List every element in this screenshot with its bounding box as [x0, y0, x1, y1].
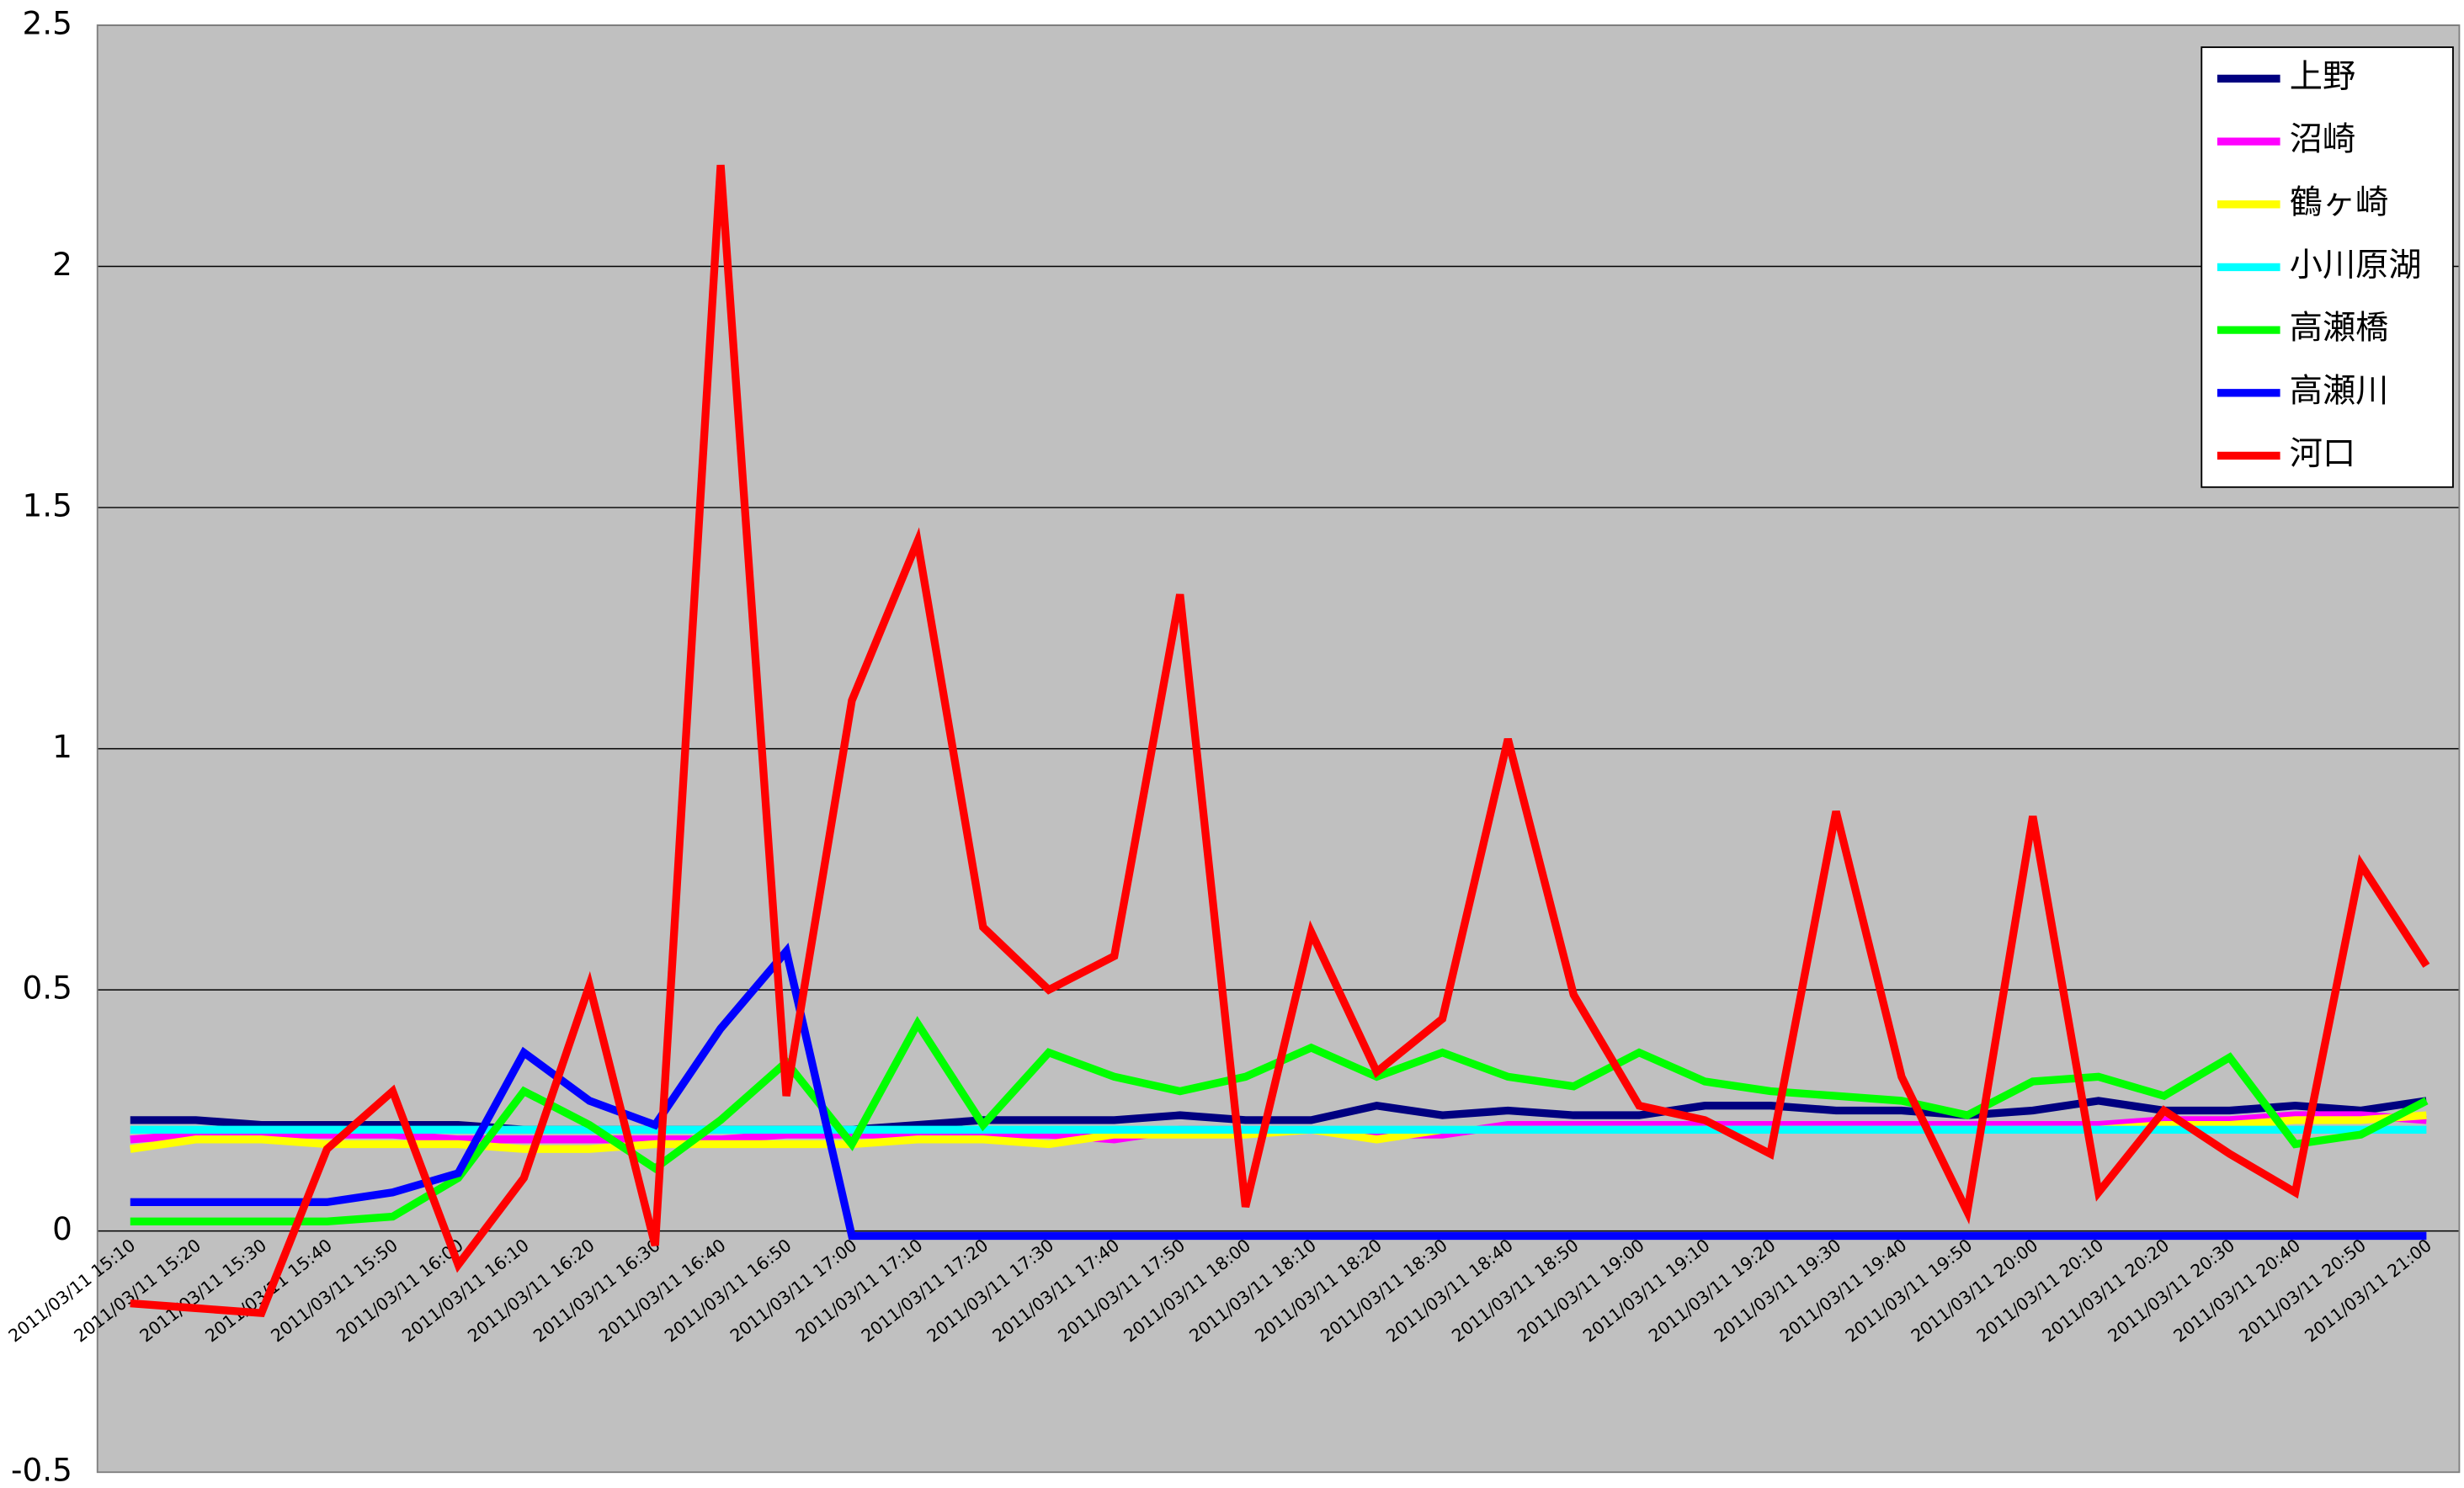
- legend-label: 沼崎: [2290, 121, 2355, 159]
- legend-label: 高瀬川: [2290, 372, 2389, 410]
- legend-label: 小川原湖: [2290, 247, 2422, 284]
- y-tick-label: -0.5: [11, 1452, 72, 1488]
- legend-label: 高瀬橋: [2290, 310, 2389, 348]
- legend-label: 河口: [2290, 435, 2355, 473]
- y-tick-label: 0.5: [22, 970, 72, 1007]
- y-tick-label: 0: [52, 1210, 72, 1247]
- legend-label: 鶴ヶ崎: [2290, 183, 2389, 221]
- series-line: [130, 943, 2427, 1241]
- y-tick-label: 1: [52, 728, 72, 765]
- plot-border: [96, 24, 2461, 1474]
- series-line: [130, 164, 2430, 1318]
- y-tick-label: 2.5: [22, 4, 72, 41]
- y-tick-label: 2: [52, 246, 72, 283]
- y-tick-label: 1.5: [22, 487, 72, 524]
- legend-label: 上野: [2290, 58, 2355, 96]
